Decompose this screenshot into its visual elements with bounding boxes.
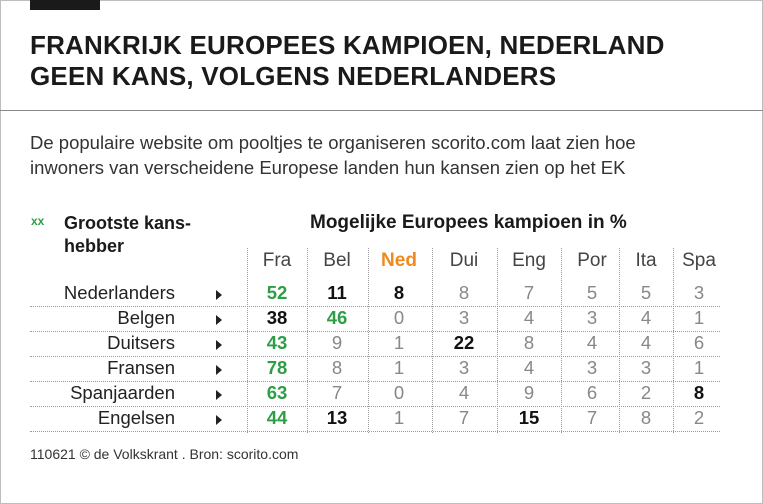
table-cell-ned: 0 [393, 307, 405, 328]
column-header-eng: Eng [512, 250, 546, 271]
table-cell-eng: 4 [523, 307, 535, 328]
intro-line-2: inwoners van verscheidene Europese lande… [30, 157, 626, 178]
intro-line-1: De populaire website om pooltjes te orga… [30, 132, 636, 153]
table-cell-por: 3 [586, 307, 598, 328]
column-separator [619, 248, 620, 433]
row-separator [30, 406, 720, 407]
column-separator [368, 248, 369, 433]
row-separator [30, 356, 720, 357]
table-cell-eng: 4 [523, 357, 535, 378]
table-cell-por: 3 [586, 357, 598, 378]
table-cell-dui: 7 [458, 407, 470, 428]
table-title: Mogelijke Europees kampioen in % [310, 212, 627, 233]
table-cell-dui: 8 [458, 282, 470, 303]
divider [0, 110, 763, 111]
column-header-ita: Ita [635, 250, 657, 271]
table-cell-fra: 78 [266, 357, 288, 378]
column-header-ned: Ned [381, 250, 417, 271]
column-separator [247, 248, 248, 433]
table-cell-ita: 2 [640, 382, 652, 403]
table-cell-ita: 5 [640, 282, 652, 303]
row-arrow-icon [216, 390, 222, 400]
table-cell-bel: 46 [326, 307, 348, 328]
table-cell-por: 7 [586, 407, 598, 428]
column-header-fra: Fra [262, 250, 292, 271]
row-arrow-icon [216, 340, 222, 350]
column-header-por: Por [577, 250, 607, 271]
headline-line-2: GEEN KANS, VOLGENS NEDERLANDERS [30, 61, 557, 91]
table-cell-fra: 44 [266, 407, 288, 428]
table-cell-eng: 7 [523, 282, 535, 303]
table-cell-spa: 1 [693, 357, 705, 378]
table-cell-ned: 1 [393, 357, 405, 378]
table-cell-spa: 1 [693, 307, 705, 328]
row-arrow-icon [216, 290, 222, 300]
legend-label-line-1: Grootste kans- [64, 213, 192, 233]
row-separator [30, 331, 720, 332]
table-cell-spa: 3 [693, 282, 705, 303]
legend-marker: xx [31, 214, 45, 228]
table-cell-bel: 13 [326, 407, 348, 428]
row-arrow-icon [216, 415, 222, 425]
chart-headline: FRANKRIJK EUROPEES KAMPIOEN, NEDERLAND G… [30, 30, 730, 92]
table-cell-ita: 4 [640, 332, 652, 353]
table-cell-fra: 43 [266, 332, 288, 353]
row-separator [30, 381, 720, 382]
legend-label: Grootste kans- hebber [64, 212, 234, 258]
table-cell-bel: 11 [327, 282, 347, 303]
top-accent-bar [30, 0, 100, 10]
table-cell-bel: 7 [331, 382, 343, 403]
row-arrow-icon [216, 365, 222, 375]
column-separator [496, 248, 498, 433]
table-cell-spa: 6 [693, 332, 705, 353]
table-cell-bel: 8 [331, 357, 343, 378]
table-cell-ita: 8 [640, 407, 652, 428]
column-separator [560, 248, 562, 433]
source-credit: 110621 © de Volkskrant . Bron: scorito.c… [30, 446, 299, 462]
column-header-spa: Spa [682, 250, 716, 271]
column-separator [431, 248, 433, 433]
column-header-bel: Bel [323, 250, 351, 271]
row-label-spanjaarden: Spanjaarden [70, 382, 175, 403]
row-label-belgen: Belgen [117, 307, 175, 328]
column-separator [672, 248, 674, 433]
legend-label-line-2: hebber [64, 236, 125, 256]
table-cell-ned: 8 [393, 282, 405, 303]
table-cell-dui: 3 [458, 307, 470, 328]
table-cell-dui: 22 [453, 332, 475, 353]
table-cell-spa: 2 [693, 407, 705, 428]
row-label-fransen: Fransen [107, 357, 175, 378]
row-label-duitsers: Duitsers [107, 332, 175, 353]
row-separator [30, 306, 720, 307]
intro-text: De populaire website om pooltjes te orga… [30, 130, 750, 180]
table-cell-dui: 3 [458, 357, 470, 378]
table-cell-fra: 63 [266, 382, 288, 403]
table-cell-ita: 4 [640, 307, 652, 328]
table-cell-dui: 4 [458, 382, 470, 403]
table-cell-por: 6 [586, 382, 598, 403]
row-separator [30, 431, 720, 432]
table-cell-bel: 9 [331, 332, 343, 353]
table-cell-ita: 3 [640, 357, 652, 378]
row-label-nederlanders: Nederlanders [63, 282, 175, 303]
table-cell-fra: 38 [266, 307, 288, 328]
table-cell-por: 4 [586, 332, 598, 353]
table-cell-ned: 0 [393, 382, 405, 403]
table-cell-fra: 52 [266, 282, 288, 303]
table-cell-ned: 1 [393, 332, 405, 353]
row-label-engelsen: Engelsen [97, 407, 175, 428]
column-separator [307, 248, 308, 433]
table-cell-eng: 15 [518, 407, 540, 428]
row-arrow-icon [216, 315, 222, 325]
table-cell-eng: 8 [523, 332, 535, 353]
column-header-dui: Dui [449, 250, 479, 271]
table-cell-spa: 8 [693, 382, 705, 403]
table-cell-eng: 9 [523, 382, 535, 403]
table-cell-por: 5 [586, 282, 598, 303]
table-cell-ned: 1 [393, 407, 405, 428]
headline-line-1: FRANKRIJK EUROPEES KAMPIOEN, NEDERLAND [30, 30, 665, 60]
